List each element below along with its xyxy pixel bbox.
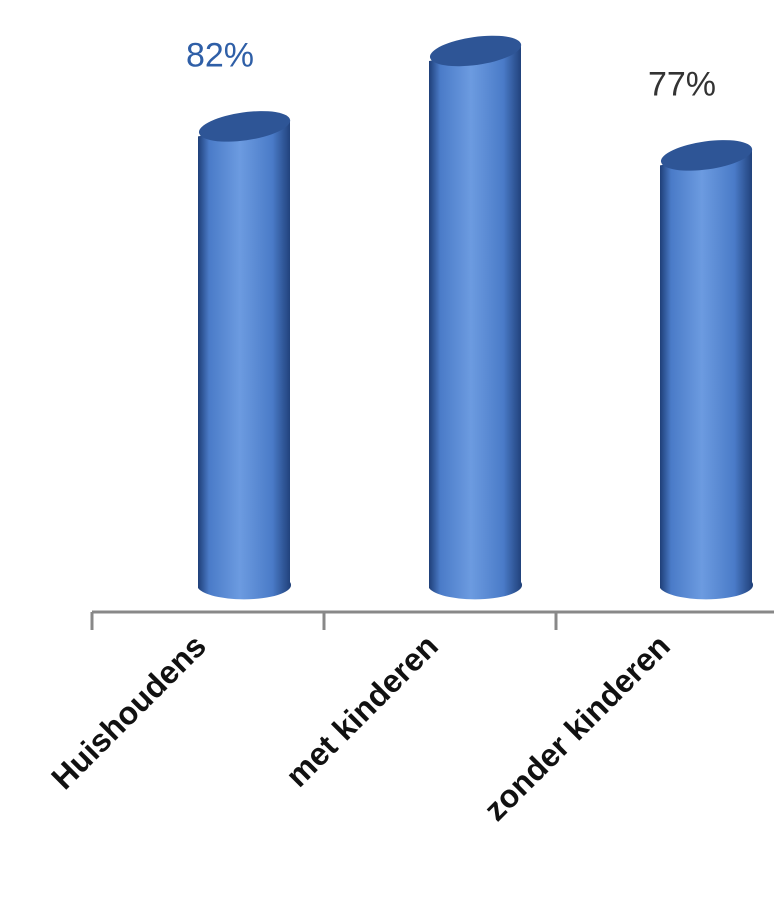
data-label: 82%: [186, 36, 254, 74]
bar-top: [198, 111, 291, 142]
bar-huishoudens: [198, 120, 292, 600]
x-tick-label: met kinderen: [279, 627, 445, 793]
x-tick-label: Huishoudens: [44, 627, 213, 796]
x-tick-labels: Huishoudens met kinderen zonder kinderen: [44, 627, 677, 827]
bar-zonder-kinderen: [660, 149, 754, 600]
bar-top: [429, 35, 522, 67]
data-labels: 82%95%77%: [186, 36, 716, 103]
bar-met-kinderen: [429, 45, 523, 600]
x-axis: [90, 610, 774, 630]
x-tick-label: zonder kinderen: [477, 627, 677, 827]
bars-group: [198, 35, 754, 600]
bar-top: [660, 140, 753, 171]
data-label: 77%: [648, 65, 716, 103]
